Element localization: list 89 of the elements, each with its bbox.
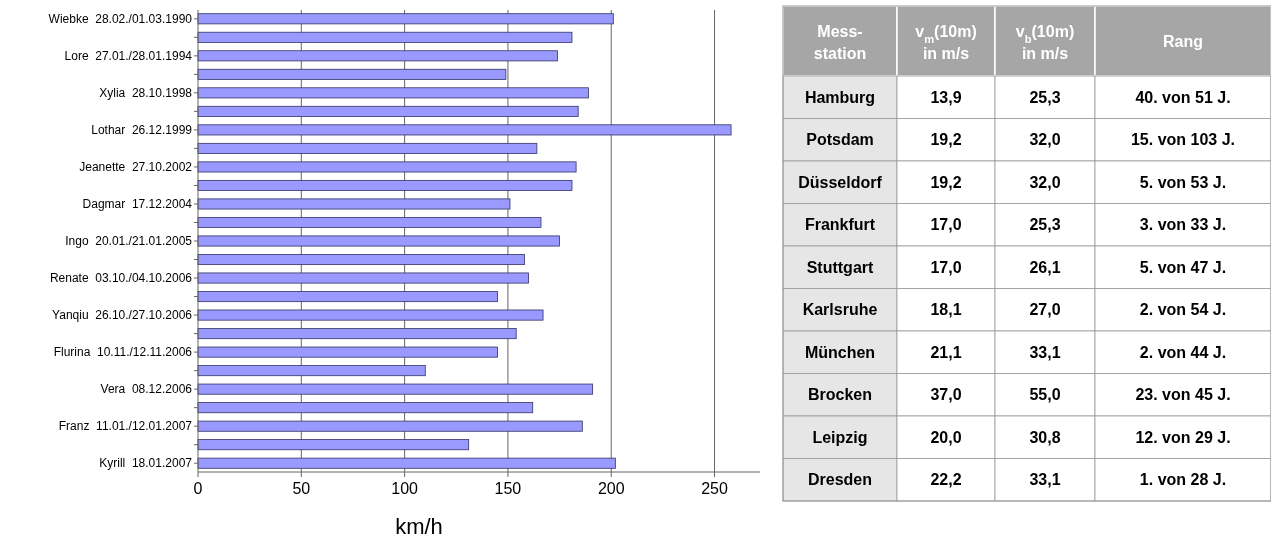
category-label: Leipzig	[812, 428, 868, 446]
bar	[197, 420, 583, 432]
text: 20,0	[930, 428, 962, 446]
y-tick-label: Lore 27.01./28.01.1994	[64, 49, 193, 64]
category-label: Karlsruhe	[802, 301, 878, 319]
text: 21,1	[930, 343, 962, 361]
text: 32,0	[1029, 173, 1061, 191]
text: 3. von 33 J.	[1139, 216, 1227, 234]
category-label: Hamburg	[804, 88, 876, 106]
y-tick-label: Flurina 10.11./12.11.2006	[53, 345, 193, 360]
bar	[197, 346, 498, 358]
text: 30,8	[1029, 428, 1061, 446]
bar	[197, 328, 517, 340]
category-label: v$_{m}$(10m) in m/s	[915, 22, 977, 62]
y-tick-label: Jeanette 27.10.2002	[79, 160, 193, 175]
text: 17,0	[930, 258, 962, 276]
text: 27,0	[1029, 301, 1061, 319]
y-tick-label: Kyrill 18.01.2007	[99, 456, 193, 471]
bar	[197, 13, 614, 25]
bar	[197, 161, 577, 173]
text: 5. von 47 J.	[1139, 258, 1227, 276]
text: 19,2	[930, 173, 962, 191]
bar	[197, 198, 511, 210]
text: 23. von 45 J.	[1135, 386, 1231, 404]
x-tick-label: 100	[391, 480, 419, 497]
category-label: Brocken	[807, 386, 873, 404]
bar	[197, 254, 525, 266]
text: 32,0	[1029, 131, 1061, 149]
text: 19,2	[930, 131, 962, 149]
y-tick-label: Dagmar 17.12.2004	[82, 197, 193, 212]
bar	[197, 68, 507, 80]
text: 2. von 54 J.	[1139, 301, 1227, 319]
x-tick-label: 250	[701, 480, 728, 497]
y-tick-label: Ingo 20.01./21.01.2005	[65, 234, 193, 249]
category-label: Rang	[1163, 32, 1203, 50]
text: 55,0	[1029, 386, 1061, 404]
y-tick-label: Yanqiu 26.10./27.10.2006	[52, 308, 193, 323]
x-tick-label: 50	[292, 480, 311, 497]
x-tick-label: 150	[494, 480, 522, 497]
text: 18,1	[930, 301, 962, 319]
y-tick-label: Xylia 28.10.1998	[99, 86, 193, 101]
y-tick-label: Wiebke 28.02./01.03.1990	[48, 12, 193, 26]
bar	[197, 272, 529, 284]
x-tick-label: 200	[597, 480, 625, 497]
bar	[197, 365, 426, 377]
text: 22,2	[930, 471, 962, 489]
category-label: Potsdam	[806, 131, 874, 149]
bar	[197, 457, 616, 469]
text: 25,3	[1029, 216, 1061, 234]
text: 13,9	[930, 88, 962, 106]
y-tick-label: Renate 03.10./04.10.2006	[49, 271, 193, 286]
text: 15. von 103 J.	[1130, 131, 1236, 149]
text: 1. von 28 J.	[1139, 471, 1227, 489]
bar	[197, 291, 498, 303]
category-label: Stuttgart	[806, 258, 874, 276]
bar	[197, 124, 732, 136]
text: 2. von 44 J.	[1139, 343, 1227, 361]
text: 37,0	[930, 386, 962, 404]
bar	[197, 439, 470, 451]
bar	[197, 309, 544, 321]
text: 5. von 53 J.	[1139, 173, 1227, 191]
bar	[197, 31, 573, 43]
text: Mess-station	[813, 22, 867, 62]
text: 40. von 51 J.	[1135, 88, 1231, 106]
bar	[197, 105, 579, 117]
category-label: Frankfurt	[804, 216, 876, 234]
bar	[197, 235, 560, 247]
text: 12. von 29 J.	[1135, 428, 1231, 446]
bar	[197, 87, 589, 99]
text: 33,1	[1029, 471, 1061, 489]
x-axis-title: km/h	[395, 514, 443, 539]
category-label: v$_{b}$(10m) in m/s	[1015, 22, 1075, 62]
bar	[197, 216, 542, 228]
bar	[197, 179, 573, 191]
category-label: Dresden	[807, 471, 873, 489]
bar	[197, 383, 594, 395]
text: 33,1	[1029, 343, 1061, 361]
x-tick-label: 0	[193, 480, 203, 497]
category-label: Düsseldorf	[798, 173, 882, 191]
bar	[197, 402, 534, 414]
text: 17,0	[930, 216, 962, 234]
text: 26,1	[1029, 258, 1061, 276]
y-tick-label: Vera 08.12.2006	[100, 382, 193, 397]
y-tick-label: Franz 11.01./12.01.2007	[58, 419, 193, 434]
category-label: München	[804, 343, 876, 361]
bar	[197, 50, 558, 62]
y-tick-label: Lothar 26.12.1999	[91, 123, 193, 138]
bar	[197, 142, 538, 154]
text: 25,3	[1029, 88, 1061, 106]
